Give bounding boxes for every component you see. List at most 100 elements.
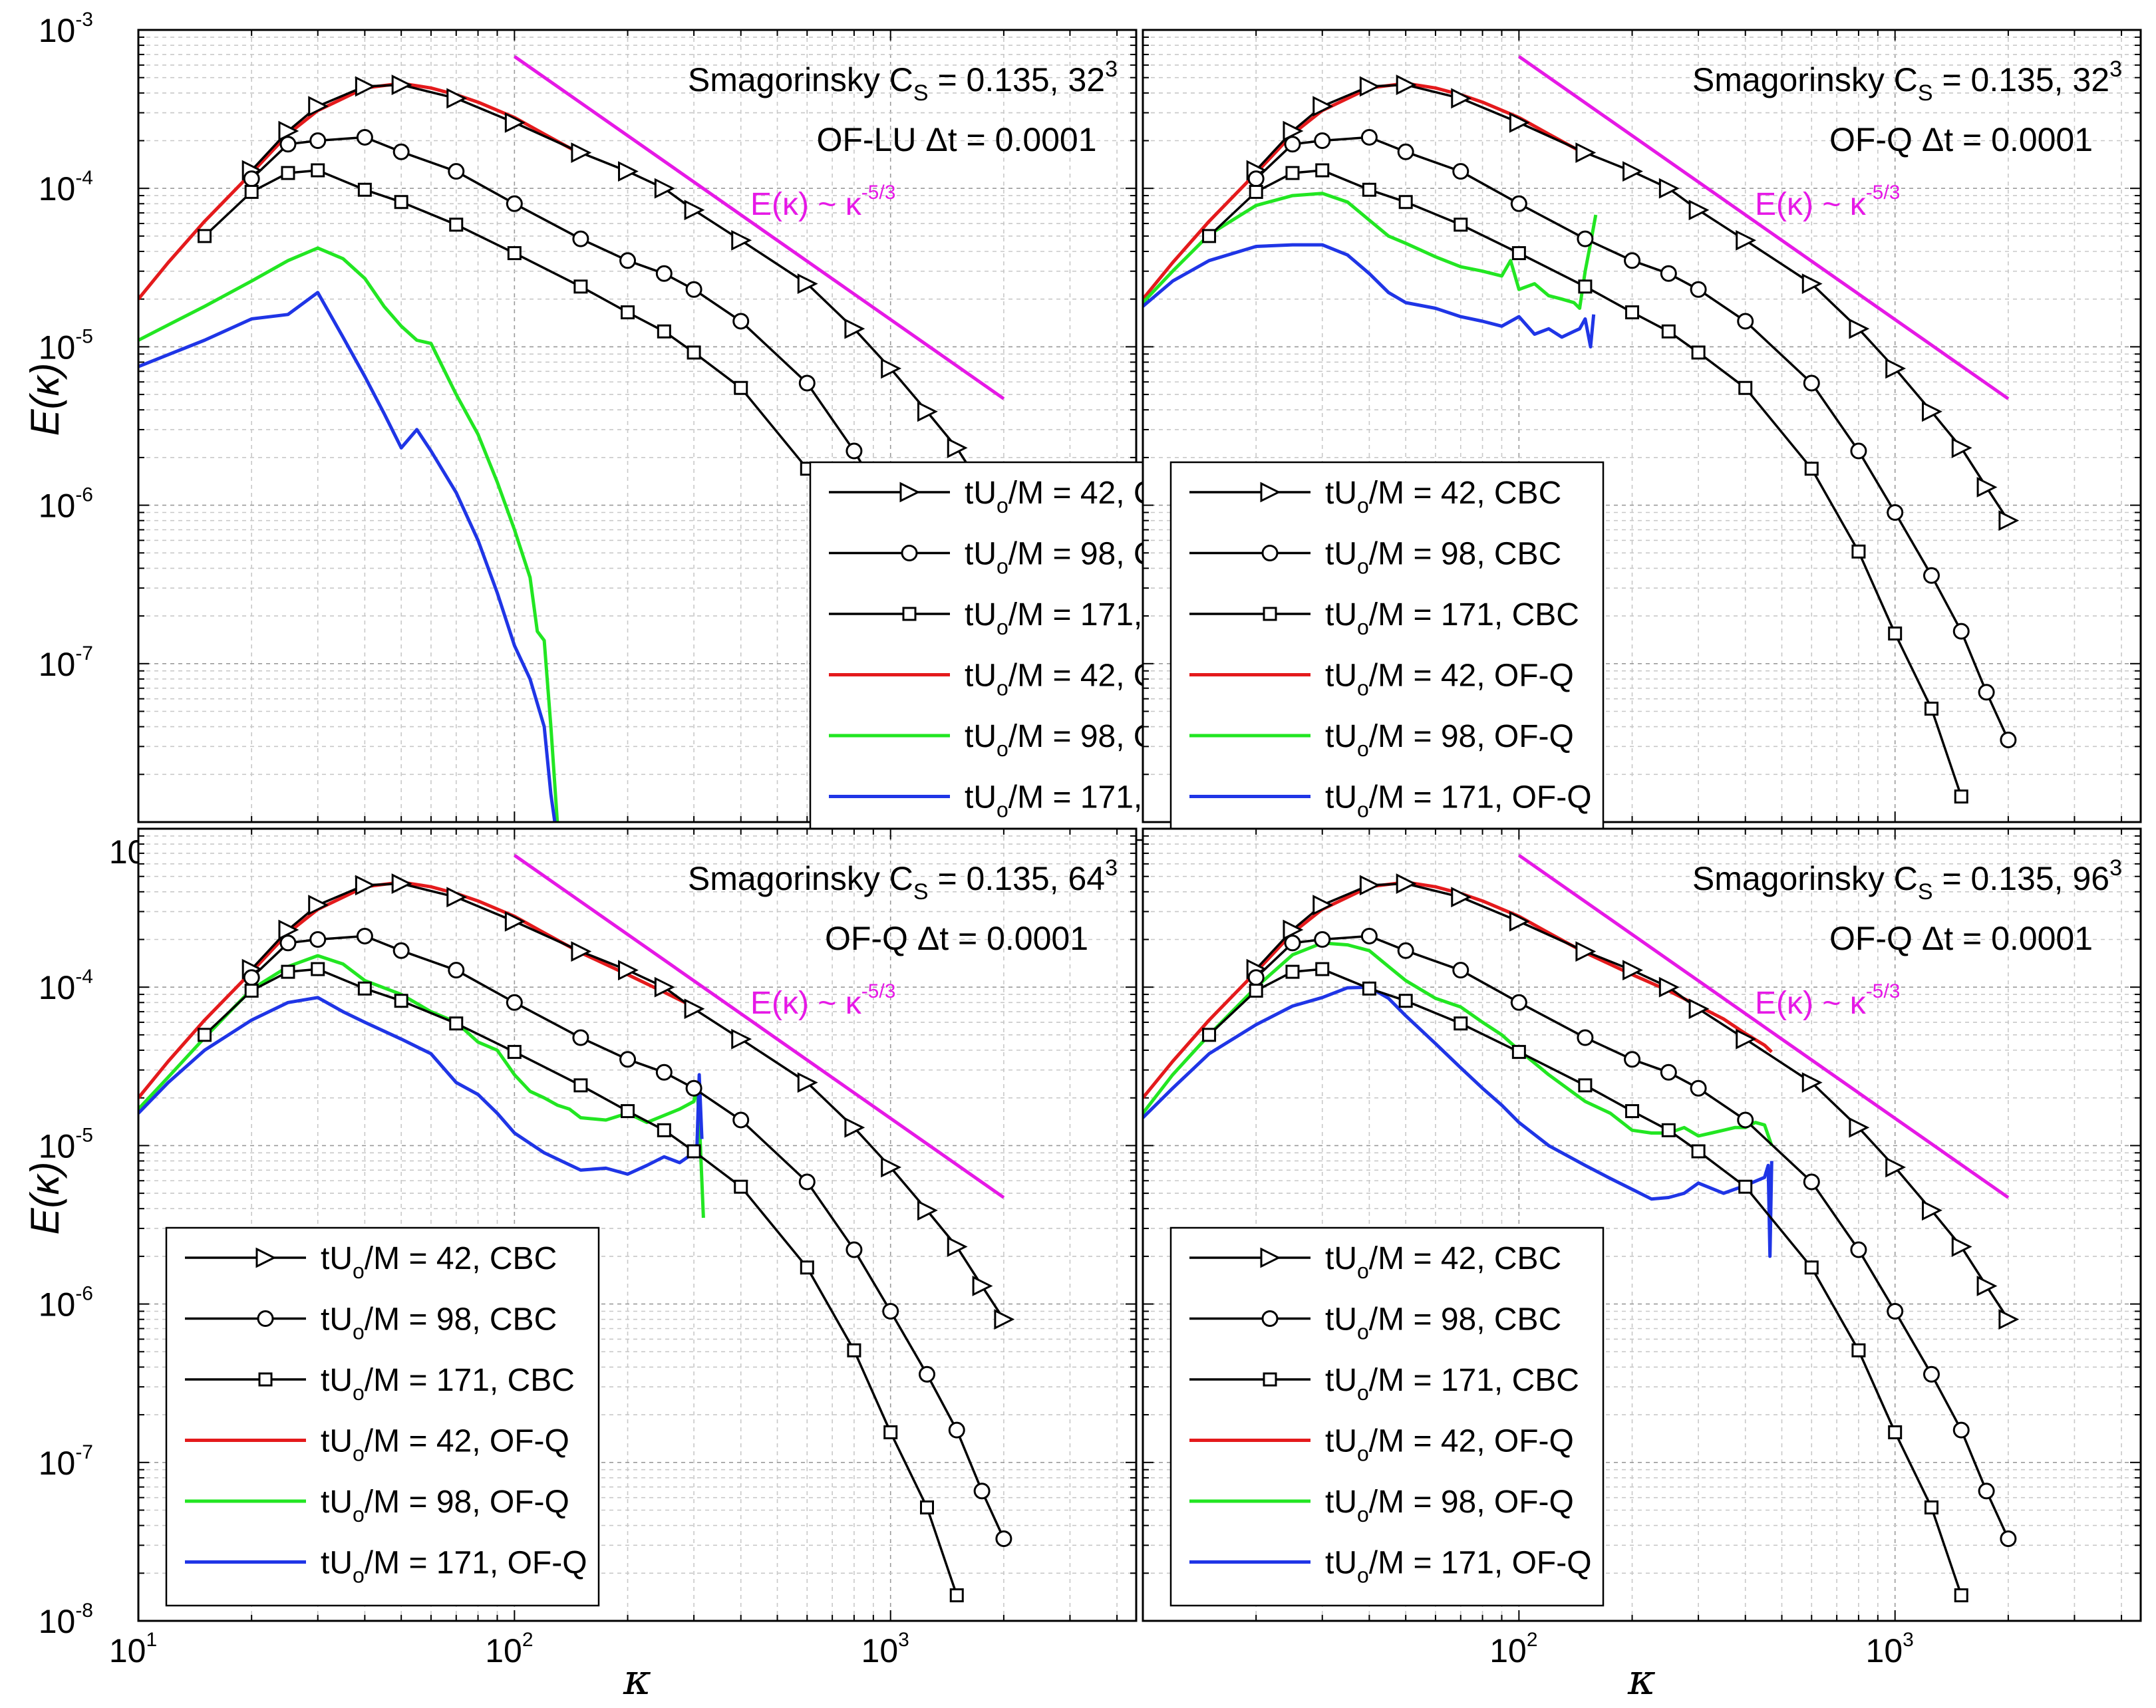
y-tick-label: 10-7	[39, 1441, 93, 1482]
y-tick-label: 10-5	[39, 1124, 93, 1165]
series-1-point	[1887, 1302, 1904, 1320]
legend-entry-4: tUo/M = 98, OF-Q	[321, 1485, 569, 1526]
series-line-5	[1143, 243, 1596, 349]
series-1-point	[798, 1173, 816, 1191]
axes-frame	[137, 29, 1138, 823]
series-2-point	[1625, 1104, 1640, 1119]
legend-marker-2	[258, 1372, 273, 1387]
panel-annotation-line1: Smagorinsky CS = 0.135, 323	[1692, 57, 2122, 106]
y-tick-label: 10-4	[39, 966, 93, 1006]
legend-entry-2: tUo/M = 171, CBC	[1325, 597, 1579, 639]
series-2-point	[1691, 345, 1706, 360]
series-0-point	[1658, 976, 1680, 998]
series-line-4	[1143, 192, 1598, 310]
legend-entry-5: tUo/M = 171, OF-Q	[1325, 780, 1592, 822]
series-0-point	[1396, 74, 1417, 96]
series-1-point	[1247, 170, 1265, 188]
series-1-point	[1510, 195, 1527, 212]
series-2-point	[621, 1104, 635, 1119]
series-1-point	[2000, 731, 2017, 748]
series-2-point	[1511, 246, 1526, 261]
series-0-point	[1951, 1236, 1972, 1257]
x-tick-label: 102	[485, 1629, 533, 1669]
series-1-point	[655, 1064, 673, 1081]
series-2-point	[1738, 1179, 1753, 1194]
series-0-point	[618, 161, 639, 182]
series-2-point	[281, 964, 295, 979]
series-1-point	[846, 442, 863, 460]
series-1-point	[448, 163, 465, 180]
series-1-point	[1284, 136, 1301, 153]
legend-entry-0: tUo/M = 42, CBC	[1325, 476, 1561, 517]
series-0-point	[947, 438, 968, 458]
series-1-point	[882, 1302, 899, 1320]
series-0-point	[1951, 438, 1972, 458]
series-2-point	[357, 182, 372, 197]
series-2-point	[198, 229, 212, 243]
legend-entry-5: tUo/M = 171, OF-Q	[1325, 1546, 1592, 1588]
series-0-point	[917, 401, 938, 422]
series-0-point	[797, 1072, 818, 1093]
x-tick-label: 103	[1866, 1629, 1914, 1669]
series-1-point	[1577, 230, 1594, 247]
series-1-point	[1690, 1079, 1707, 1097]
series-1-point	[1923, 567, 1940, 584]
slope-label: E(κ) ~ κ-5/3	[750, 980, 895, 1021]
x-axis-label: κ	[1627, 1655, 1656, 1705]
x-tick-label: 101	[109, 1629, 157, 1669]
legend-entry-0: tUo/M = 42, CBC	[1325, 1241, 1561, 1283]
panel-annotation-line1: Smagorinsky CS = 0.135, 323	[688, 57, 1118, 106]
series-1-point	[1660, 265, 1677, 282]
series-1-point	[572, 230, 589, 247]
series-2-point	[1851, 1343, 1866, 1357]
legend-entry-2: tUo/M = 171, CBC	[321, 1363, 575, 1405]
series-2-point	[1249, 984, 1263, 998]
legend-entry-1: tUo/M = 98, CBC	[1325, 537, 1561, 579]
y-tick-label: 10-5	[39, 325, 93, 366]
series-2-point	[847, 1343, 861, 1357]
series-0-point	[1575, 941, 1597, 962]
panel-annotation-line2: OF-LU Δt = 0.0001	[816, 121, 1096, 158]
legend-marker-1	[901, 545, 918, 561]
series-2-point	[1315, 962, 1330, 976]
y-tick-label: 10-6	[39, 484, 93, 525]
series-2-point	[1954, 789, 1968, 804]
series-0-point	[1283, 120, 1304, 142]
series-2-point	[311, 163, 325, 178]
series-2-point	[687, 1144, 701, 1159]
series-1-point	[1978, 1483, 1995, 1500]
series-line-5	[138, 291, 557, 822]
series-0-point	[278, 919, 299, 940]
series-0-point	[1622, 960, 1643, 981]
series-1-point	[619, 252, 637, 269]
series-2-point	[1511, 1045, 1526, 1060]
series-2-point	[734, 1179, 748, 1194]
series-2-point	[657, 1123, 671, 1137]
series-2-point	[1249, 185, 1263, 200]
series-0-point	[1885, 358, 1907, 379]
slope-reference-line	[1517, 853, 2010, 1199]
panel-annotation-line2: OF-Q Δt = 0.0001	[825, 920, 1088, 957]
series-0-point	[1658, 178, 1680, 199]
legend-marker-2	[902, 607, 917, 621]
series-0-point	[1575, 142, 1597, 163]
series-0-point	[684, 998, 705, 1020]
series-group	[1143, 873, 2020, 1603]
legend-box	[1169, 461, 1605, 841]
panel-annotation-line2: OF-Q Δt = 0.0001	[1829, 920, 2093, 957]
x-tick-label: 103	[861, 1629, 909, 1669]
series-0-point	[1921, 401, 1942, 422]
series-1-point	[243, 969, 260, 986]
series-1-point	[1952, 623, 1970, 640]
series-0-point	[308, 96, 329, 117]
series-1-point	[846, 1241, 863, 1258]
series-2-point	[357, 981, 372, 996]
series-2-point	[1924, 701, 1938, 716]
series-2-point	[394, 195, 408, 210]
series-2-point	[1202, 229, 1217, 243]
y-tick-label: 10-6	[39, 1283, 93, 1324]
series-0-point	[571, 941, 592, 962]
series-0-point	[947, 1236, 968, 1257]
series-1-point	[1397, 143, 1414, 160]
series-2-point	[1202, 1028, 1217, 1042]
